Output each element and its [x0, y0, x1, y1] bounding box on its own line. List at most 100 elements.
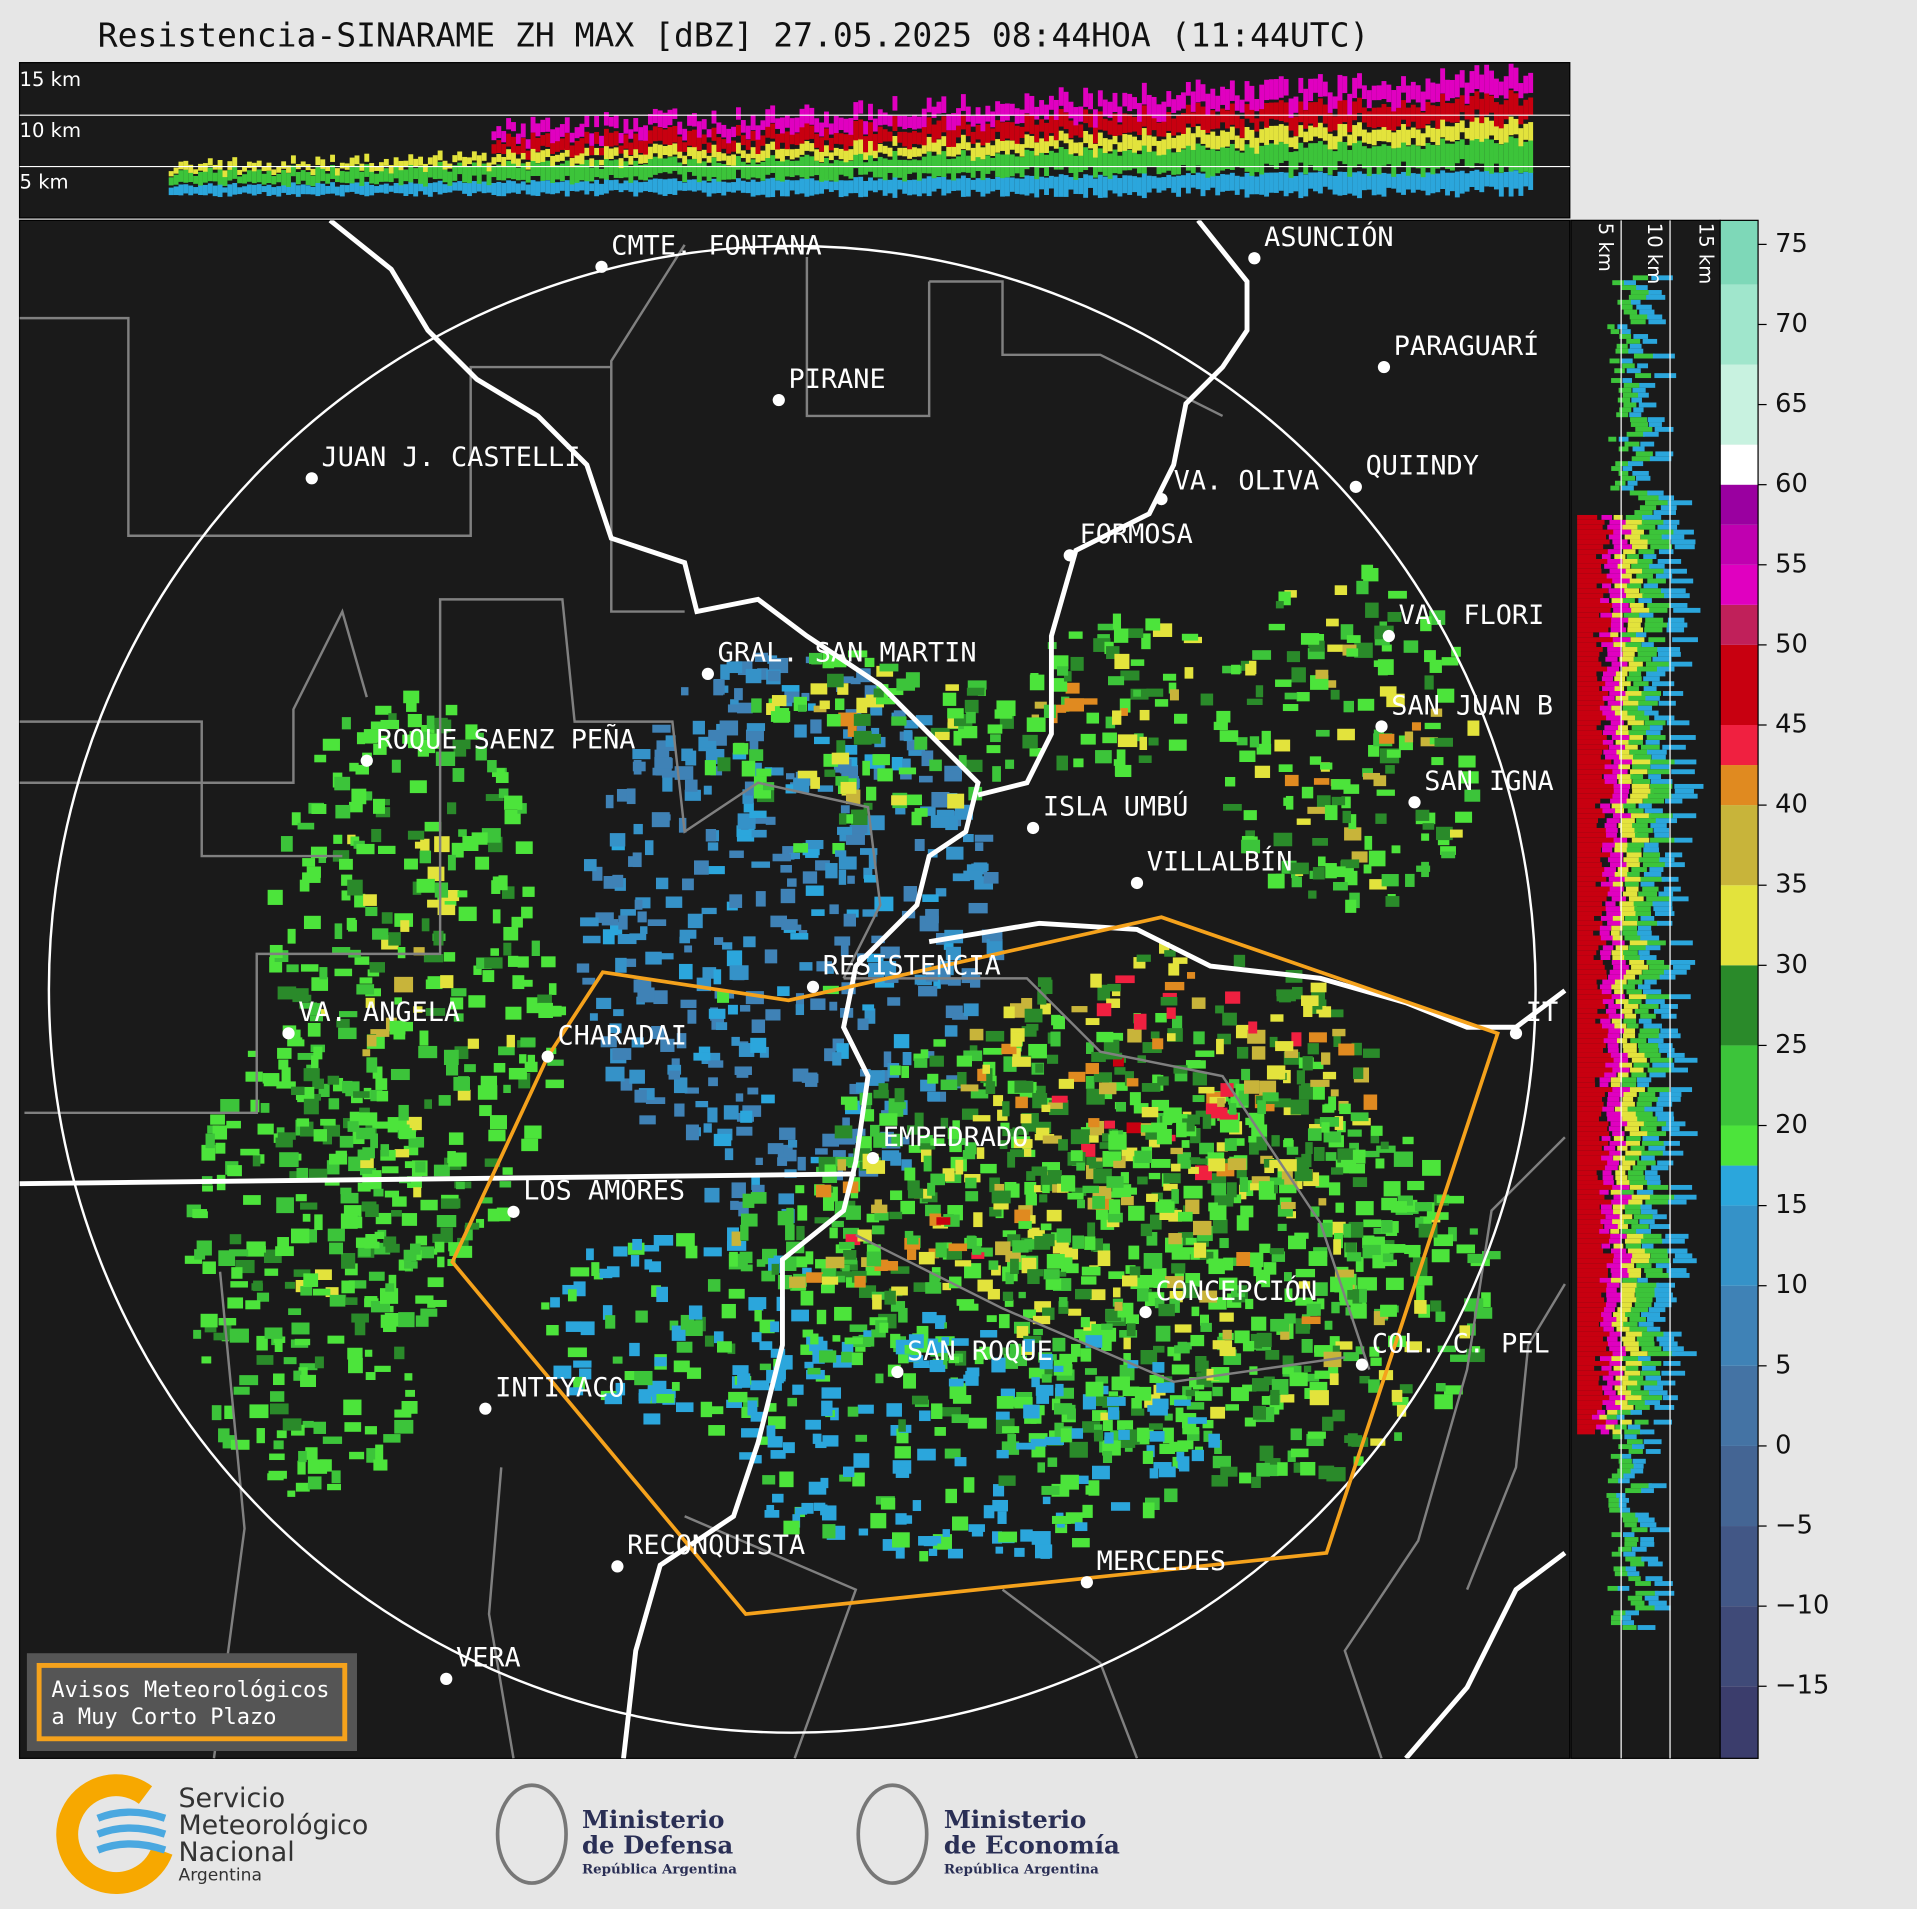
section-column — [540, 119, 546, 133]
echo — [1014, 1547, 1025, 1557]
section-column — [1063, 175, 1069, 197]
echo — [877, 768, 893, 782]
city-label: SAN IGNA — [1424, 766, 1553, 797]
echo — [793, 777, 810, 793]
section-row — [1608, 1126, 1622, 1132]
echo — [856, 697, 868, 714]
echo — [1177, 1341, 1188, 1348]
echo — [781, 919, 798, 930]
echo — [644, 840, 654, 856]
section-column — [559, 152, 565, 161]
section-column — [843, 118, 849, 133]
section-column — [824, 145, 829, 157]
city-dot — [891, 1365, 904, 1379]
echo — [1434, 737, 1453, 747]
section-column — [623, 134, 629, 149]
echo — [971, 863, 989, 871]
echo — [385, 1283, 395, 1292]
section-row — [1602, 842, 1617, 848]
city-label: ISLA UMBÚ — [1043, 791, 1189, 823]
section-row — [1577, 705, 1601, 711]
section-column — [403, 169, 409, 182]
section-column — [1513, 170, 1519, 189]
section-column — [1117, 124, 1123, 136]
section-row — [1602, 945, 1614, 951]
section-column — [1479, 123, 1485, 142]
section-column — [1484, 169, 1490, 187]
section-row — [1659, 857, 1675, 863]
section-row — [1577, 607, 1611, 613]
section-row — [1631, 759, 1651, 765]
echo — [229, 1328, 249, 1343]
echo — [1138, 755, 1152, 763]
echo — [989, 1206, 1002, 1217]
section-column — [1190, 175, 1196, 188]
section-row — [1577, 891, 1613, 897]
section-column — [1410, 127, 1416, 139]
echo — [1137, 1176, 1148, 1185]
echo — [1473, 1307, 1493, 1319]
echo — [447, 802, 457, 815]
section-column — [1097, 90, 1103, 107]
section-column — [936, 139, 942, 155]
city-label: INTIYACO — [495, 1372, 624, 1403]
echo — [941, 1336, 950, 1346]
echo — [307, 1022, 321, 1037]
echo — [414, 841, 424, 849]
echo — [1073, 758, 1084, 768]
section-row — [1625, 642, 1642, 648]
section-column — [696, 136, 702, 151]
echo — [524, 1125, 542, 1139]
section-column — [775, 160, 781, 181]
echo — [865, 1070, 885, 1086]
section-row — [1577, 964, 1605, 970]
echo — [844, 1099, 858, 1111]
section-column — [227, 161, 233, 170]
echo — [726, 950, 743, 967]
echo — [541, 1302, 550, 1310]
section-column — [1489, 95, 1494, 113]
echo — [783, 1520, 800, 1535]
echo — [853, 730, 872, 745]
section-column — [1317, 171, 1323, 194]
echo — [1199, 1251, 1214, 1260]
echo — [1134, 1386, 1152, 1401]
section-column — [1048, 95, 1054, 110]
section-column — [1352, 125, 1358, 144]
echo — [1313, 778, 1330, 785]
section-row — [1577, 876, 1607, 882]
echo — [968, 902, 988, 914]
section-column — [1073, 107, 1079, 126]
section-column — [657, 178, 663, 195]
section-row — [1623, 1004, 1639, 1009]
section-row — [1668, 661, 1693, 667]
section-row — [1657, 1160, 1674, 1166]
section-row — [1651, 1165, 1669, 1171]
section-row — [1642, 969, 1665, 975]
echo — [930, 1138, 945, 1146]
section-column — [745, 153, 751, 163]
section-row — [1577, 837, 1621, 843]
echo — [349, 762, 359, 772]
section-row — [1606, 1101, 1624, 1107]
echo — [464, 1064, 476, 1073]
section-row — [1638, 1092, 1656, 1097]
echo — [751, 861, 771, 868]
echo — [503, 942, 512, 956]
echo — [341, 890, 351, 901]
echo — [1380, 1141, 1389, 1150]
echo — [669, 1320, 679, 1331]
section-row — [1577, 514, 1598, 520]
section-column — [491, 144, 497, 154]
section-row — [1634, 906, 1651, 912]
section-column — [511, 181, 516, 193]
echo — [906, 1125, 919, 1135]
echo — [1171, 1015, 1183, 1031]
section-row — [1650, 837, 1675, 843]
echo — [770, 1450, 786, 1459]
section-column — [1034, 178, 1040, 198]
section-column — [1366, 111, 1372, 128]
echo — [1238, 1090, 1249, 1106]
echo — [699, 740, 717, 748]
echo — [785, 773, 795, 780]
